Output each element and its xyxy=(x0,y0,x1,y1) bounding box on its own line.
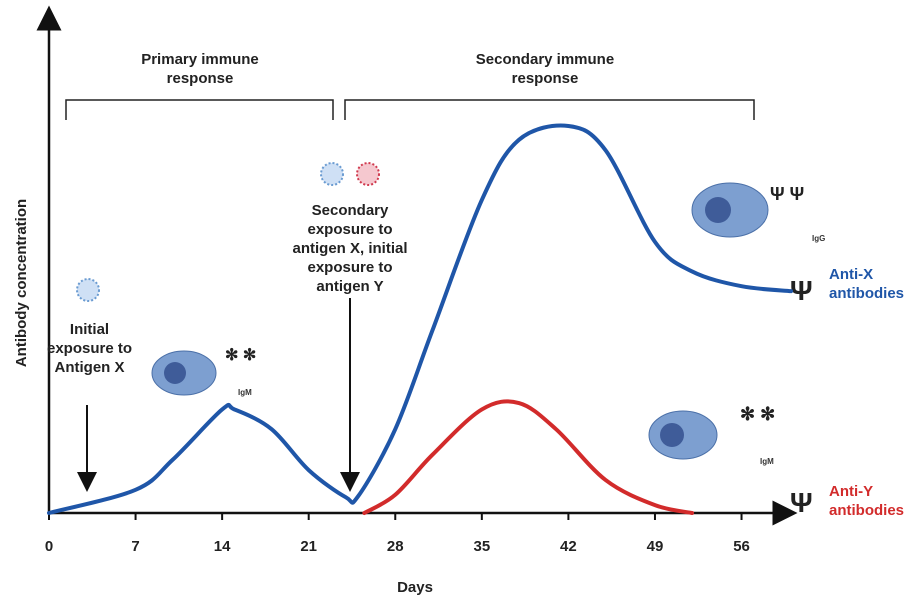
annotation: IgM xyxy=(760,452,774,471)
legend-label: Anti-X antibodies xyxy=(829,265,916,303)
x-axis-label: Days xyxy=(397,579,433,596)
bracket xyxy=(66,100,333,120)
annotation: Primary immune response xyxy=(120,50,280,88)
x-tick-label: 42 xyxy=(560,538,577,555)
svg-text:✻ ✻: ✻ ✻ xyxy=(225,347,256,364)
svg-text:Ψ: Ψ xyxy=(790,487,813,518)
annotation: Initial exposure to Antigen X xyxy=(42,320,137,377)
y-axis-label: Antibody concentration xyxy=(13,199,30,367)
svg-text:Ψ: Ψ xyxy=(790,275,813,306)
bracket xyxy=(345,100,754,120)
annotation: IgG xyxy=(812,229,825,248)
series-line xyxy=(364,401,692,513)
svg-text:Ψ Ψ: Ψ Ψ xyxy=(770,184,804,204)
x-tick-label: 56 xyxy=(733,538,750,555)
chart-svg: ✻ ✻ ✻ ✻ Ψ Ψ Ψ Ψ Days Antibody concentrat… xyxy=(0,0,916,598)
legend-label: Anti-Y antibodies xyxy=(829,482,916,520)
annotation: Secondary exposure to antigen X, initial… xyxy=(280,201,420,296)
x-tick-label: 35 xyxy=(473,538,490,555)
x-tick-label: 0 xyxy=(45,538,53,555)
icons: ✻ ✻ ✻ ✻ Ψ Ψ Ψ Ψ xyxy=(77,163,813,518)
chart: ✻ ✻ ✻ ✻ Ψ Ψ Ψ Ψ Days Antibody concentrat… xyxy=(0,0,916,598)
x-tick-label: 21 xyxy=(300,538,317,555)
annotation: Secondary immune response xyxy=(465,50,625,88)
annotation: IgM xyxy=(238,383,252,402)
x-tick-label: 14 xyxy=(214,538,231,555)
x-tick-label: 49 xyxy=(647,538,664,555)
x-tick-label: 7 xyxy=(131,538,139,555)
x-tick-label: 28 xyxy=(387,538,404,555)
svg-text:✻ ✻: ✻ ✻ xyxy=(740,404,775,424)
